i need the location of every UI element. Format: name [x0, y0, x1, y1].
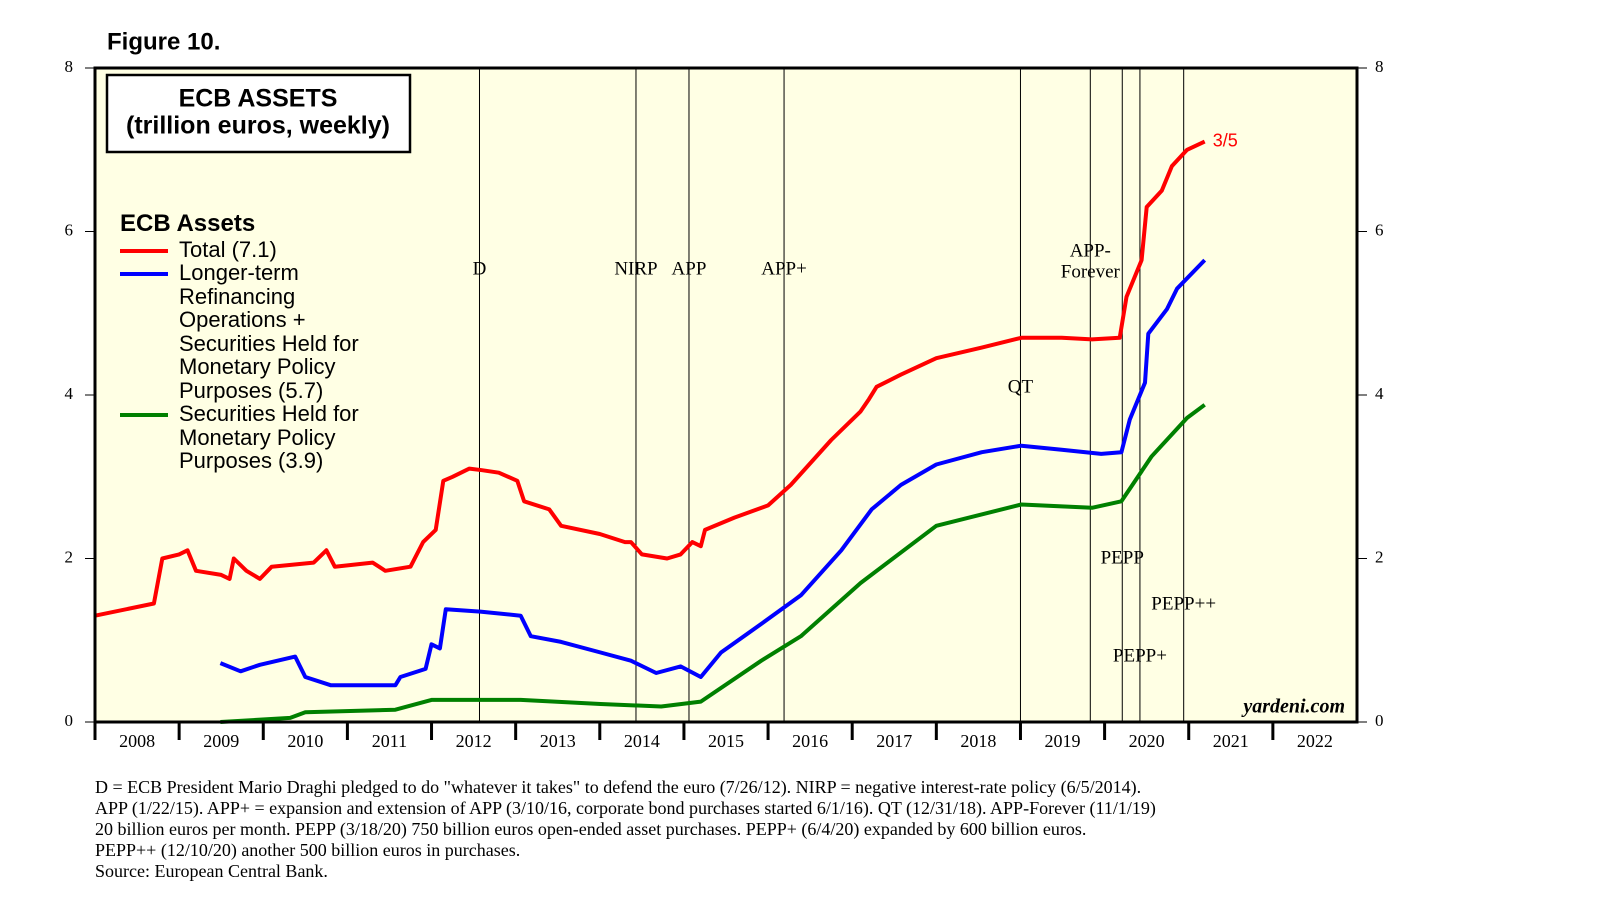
series-line [220, 403, 1206, 724]
event-label: PEPP++ [1151, 593, 1216, 614]
event-label: PEPP+ [1113, 645, 1167, 666]
legend-title: ECB Assets [120, 210, 256, 237]
x-tick-label: 2017 [876, 731, 912, 751]
title-box [105, 73, 412, 154]
legend-label: Total (7.1) [179, 236, 277, 262]
y2-tick-label: 4 [1375, 384, 1384, 403]
x-tick-label: 2022 [1297, 731, 1333, 751]
footnote-line: D = ECB President Mario Draghi pledged t… [95, 777, 1141, 798]
watermark: yardeni.com [1241, 696, 1345, 718]
y-tick-label: 2 [65, 547, 74, 566]
event-label: Forever [1061, 261, 1121, 282]
legend-swatch [120, 248, 168, 253]
x-tick-label: 2018 [960, 731, 996, 751]
x-tick-label: 2013 [540, 731, 576, 751]
legend-label: Securities Held for Monetary Policy Purp… [179, 401, 359, 473]
plot-area [85, 67, 1367, 740]
x-tick-label: 2015 [708, 731, 744, 751]
x-tick-label: 2008 [119, 731, 155, 751]
series-line [219, 258, 1207, 688]
event-label: PEPP [1101, 547, 1144, 568]
end-label: 3/5 [1213, 130, 1238, 150]
footnote-line: Source: European Central Bank. [95, 861, 328, 881]
legend-label: Longer-term Refinancing Operations + Sec… [179, 260, 359, 403]
y2-tick-label: 0 [1375, 711, 1384, 730]
footnote-line: 20 billion euros per month. PEPP (3/18/2… [95, 819, 1086, 840]
legend-entry: Securities Held for Monetary Policy Purp… [120, 402, 390, 473]
event-label: D [473, 258, 487, 279]
y2-tick-label: 2 [1375, 547, 1384, 566]
y2-tick-label: 8 [1375, 57, 1384, 76]
x-tick-label: 2011 [372, 731, 407, 751]
x-tick-label: 2014 [624, 731, 660, 751]
y-tick-label: 4 [65, 384, 74, 403]
series-line [94, 139, 1206, 618]
figure-label: Figure 10. [107, 28, 220, 55]
event-label: APP- [1070, 240, 1111, 261]
legend-swatch [120, 413, 168, 417]
y-tick-label: 0 [65, 711, 74, 730]
legend-entry: Total (7.1) [120, 236, 390, 262]
y-tick-label: 8 [65, 57, 74, 76]
chart-subtitle: (trillion euros, weekly) [126, 112, 390, 140]
legend: ECB Assets Total (7.1) Longer-term Refina… [120, 212, 390, 473]
legend-entry: Longer-term Refinancing Operations + Sec… [120, 261, 390, 402]
plot-background [95, 68, 1357, 722]
x-tick-label: 2020 [1129, 731, 1165, 751]
x-tick-label: 2016 [792, 731, 828, 751]
event-label: QT [1008, 376, 1034, 397]
chart-title: ECB ASSETS [179, 85, 338, 113]
event-label: NIRP [614, 258, 657, 279]
y-tick-label: 6 [65, 220, 74, 239]
x-tick-label: 2009 [203, 731, 239, 751]
legend-swatch [120, 272, 168, 276]
x-tick-label: 2012 [456, 731, 492, 751]
event-label: APP [672, 258, 707, 279]
event-label: APP+ [761, 258, 807, 279]
x-tick-label: 2010 [287, 731, 323, 751]
plot-frame [93, 66, 1359, 724]
footnote-line: APP (1/22/15). APP+ = expansion and exte… [95, 798, 1156, 819]
x-tick-label: 2021 [1213, 731, 1249, 751]
x-tick-label: 2019 [1045, 731, 1081, 751]
footnote-line: PEPP++ (12/10/20) another 500 billion eu… [95, 840, 520, 861]
y2-tick-label: 6 [1375, 220, 1384, 239]
